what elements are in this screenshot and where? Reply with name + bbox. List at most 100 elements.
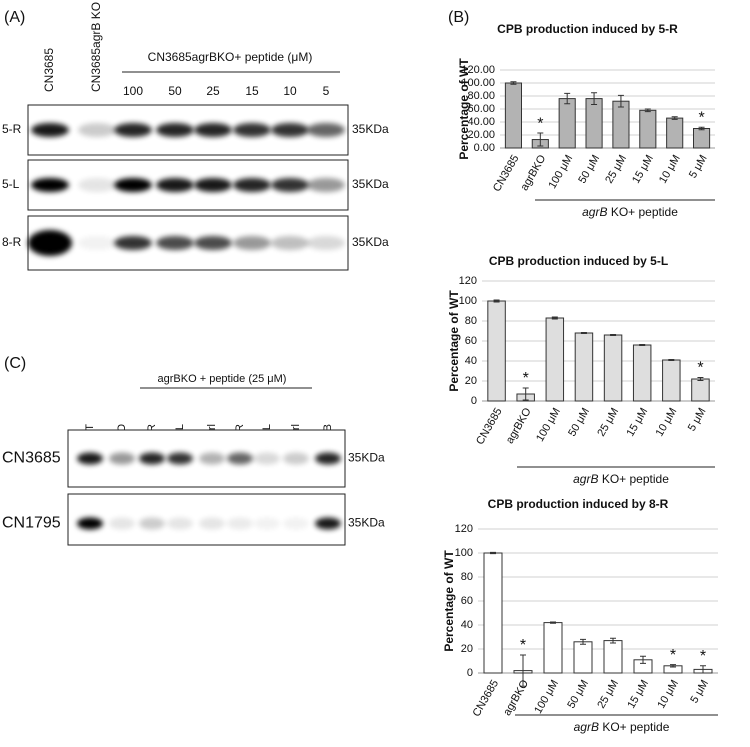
band — [233, 123, 271, 137]
bar — [639, 109, 657, 149]
group-label-italic: agrB — [573, 472, 598, 486]
panel-label: (B) — [448, 9, 469, 26]
x-tick-label: 50 μM — [565, 678, 591, 711]
bar — [603, 334, 623, 402]
group-label: agrB KO+ peptide — [573, 472, 669, 486]
x-tick-label: 100 μM — [532, 678, 561, 716]
y-axis-label: Percentage of WT — [447, 290, 461, 392]
size-label: 35KDa — [352, 122, 389, 136]
x-tick-label: 25 μM — [603, 153, 629, 186]
y-tick-label: 120.00 — [461, 64, 495, 76]
y-tick-label: 20 — [465, 375, 477, 387]
bar — [585, 98, 603, 149]
concentration-label: 25 — [206, 84, 220, 98]
error-bar — [580, 332, 587, 334]
x-tick-label: 10 μM — [654, 406, 680, 439]
band — [233, 178, 271, 192]
row-label: CN1795 — [2, 515, 61, 532]
x-tick-label: 15 μM — [630, 153, 656, 186]
error-bar — [668, 359, 675, 361]
band — [167, 517, 193, 530]
band — [109, 452, 135, 465]
error-bar — [617, 94, 624, 108]
band — [199, 452, 225, 465]
band — [78, 123, 116, 137]
band — [31, 178, 69, 192]
x-tick-label: agrBKO — [504, 406, 534, 446]
band — [31, 123, 69, 137]
x-tick-label: agrBKO — [518, 153, 548, 193]
error-bar — [564, 92, 571, 105]
x-tick-label: 5 μM — [688, 678, 711, 705]
y-tick-label: 120 — [459, 275, 477, 287]
error-bar — [580, 638, 586, 645]
y-axis-label: Percentage of WT — [442, 550, 456, 652]
size-label: 35KDa — [348, 516, 385, 530]
band — [139, 517, 165, 530]
error-bar — [670, 664, 676, 668]
y-tick-label: 0.00 — [474, 142, 495, 154]
y-tick-label: 100 — [459, 295, 477, 307]
y-tick-label: 100 — [455, 547, 473, 559]
error-bar — [700, 665, 706, 674]
error-bar — [551, 316, 558, 320]
chart-title: CPB production induced by 5-R — [497, 22, 678, 36]
row-label: 5-L — [2, 177, 20, 191]
band — [77, 452, 103, 465]
band — [156, 123, 194, 137]
x-tick-label: 100 μM — [546, 153, 575, 191]
significance: * — [697, 360, 703, 377]
band — [254, 452, 280, 465]
panel-label: (C) — [4, 355, 26, 372]
significance: * — [670, 647, 676, 664]
size-label: 35KDa — [348, 451, 385, 465]
x-tick-label: CN3685 — [491, 153, 522, 194]
x-tick-label: 10 μM — [657, 153, 683, 186]
blot-a: CN3685 CN3685agrB KO 100 50 25 15 10 5 5-R 35KDa 5… — [2, 2, 389, 271]
y-tick-label: 80 — [465, 315, 477, 327]
bar — [558, 98, 576, 149]
band — [307, 123, 345, 137]
error-bar — [522, 387, 529, 401]
concentration-label: 100 — [123, 84, 143, 98]
group-label: agrB KO+ peptide — [574, 720, 670, 734]
error-bar — [510, 81, 517, 85]
y-tick-label: 20.00 — [467, 129, 495, 141]
band — [78, 236, 116, 250]
error-bar — [671, 116, 678, 120]
peptide-header: agrBKO + peptide (25 μM) — [158, 373, 287, 385]
band — [167, 452, 193, 465]
bar — [573, 641, 593, 674]
y-tick-label: 80.00 — [467, 90, 495, 102]
error-bar — [644, 108, 651, 113]
y-tick-label: 100.00 — [461, 77, 495, 89]
y-tick-label: 60.00 — [467, 103, 495, 115]
error-bar — [591, 92, 598, 105]
group-label-text: KO+ peptide — [598, 472, 669, 486]
y-axis-label: Percentage of WT — [457, 58, 471, 160]
bar — [487, 300, 506, 402]
significance: * — [520, 637, 526, 654]
bar — [543, 622, 563, 674]
bar — [632, 344, 652, 402]
x-tick-label: CN3685 — [471, 678, 502, 719]
band — [139, 452, 165, 465]
error-bar — [697, 377, 704, 381]
x-tick-label: agrBKO — [501, 678, 531, 718]
band — [271, 178, 309, 192]
bar — [612, 100, 630, 149]
row-label: CN3685 — [2, 450, 61, 467]
bar — [483, 552, 503, 674]
significance: * — [698, 109, 704, 126]
y-tick-label: 60 — [465, 335, 477, 347]
lane-label: CN3685agrB KO — [89, 2, 103, 92]
concentration-label: 5 — [323, 84, 330, 98]
chart-title: CPB production induced by 8-R — [488, 497, 669, 511]
band — [199, 517, 225, 530]
band — [307, 178, 345, 192]
band — [194, 236, 232, 250]
band — [78, 178, 116, 192]
band — [315, 517, 341, 530]
error-bar — [493, 299, 500, 303]
band — [283, 452, 309, 465]
